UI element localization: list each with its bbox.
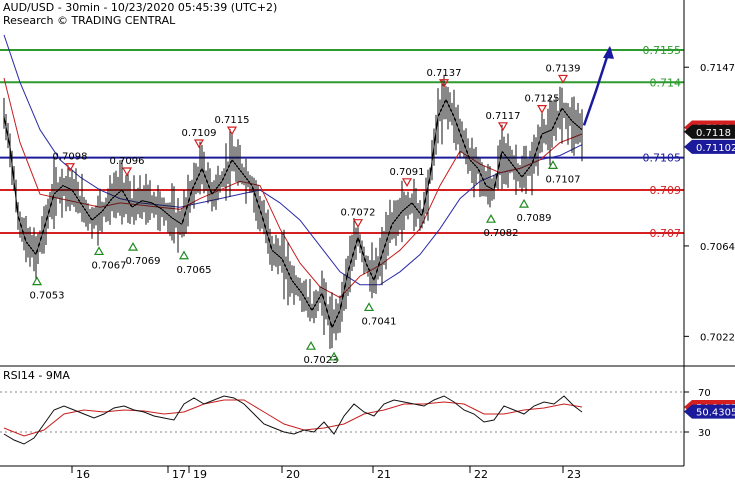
swing-high-label: 0.7115 <box>215 115 250 126</box>
price-tag <box>684 124 735 139</box>
swing-high-label: 0.7098 <box>53 152 88 163</box>
level-label: 0.7105 <box>643 152 682 165</box>
swing-high-label: 0.7125 <box>525 94 560 105</box>
swing-low-label: 0.7082 <box>484 228 519 239</box>
time-tick-label: 20 <box>286 468 300 480</box>
swing-low-label: 0.7053 <box>30 291 65 302</box>
swing-low-marker <box>363 302 375 312</box>
rsi-value-tag-label: 50.4305 <box>696 408 735 419</box>
price-panel: 0.7155 0.714 0.7105 0.709 0.707 0.7098 0.7096… <box>0 0 735 366</box>
level-label: 0.7155 <box>643 44 682 57</box>
swing-high-marker <box>64 163 76 172</box>
price-tick-label: 0.7022 <box>700 332 735 343</box>
swing-high-marker <box>536 104 548 114</box>
projection-line <box>582 47 612 126</box>
swing-high-label: 0.7091 <box>390 167 425 178</box>
time-tick-label: 22 <box>474 468 488 480</box>
swing-low-marker <box>31 276 43 286</box>
swing-low-label: 0.7023 <box>304 355 339 366</box>
fast-moving-average <box>3 77 583 299</box>
time-axis: 16 17 19 20 21 22 23 <box>71 466 581 480</box>
swing-low-label: 0.7089 <box>517 213 552 224</box>
swing-high-marker <box>193 139 205 149</box>
swing-low-marker <box>485 213 497 223</box>
swing-low-marker <box>518 198 530 208</box>
swing-high-marker <box>438 79 450 88</box>
swing-high-label: 0.7139 <box>546 63 581 74</box>
rsi-moving-average <box>3 399 583 437</box>
swing-low-label: 0.7069 <box>126 256 161 267</box>
rsi-value-tag <box>684 404 735 419</box>
swing-low-marker <box>305 340 317 350</box>
swing-low-marker <box>328 351 340 361</box>
swing-low-marker <box>547 160 559 169</box>
price-line <box>3 98 583 330</box>
price-tag-label: 0.7118 <box>696 128 731 139</box>
projection-arrow <box>582 45 614 126</box>
time-tick-label: 17 <box>172 468 186 480</box>
rsi-axis: 703054.945750.4305 <box>684 388 735 439</box>
swing-high-label: 0.7072 <box>341 208 376 219</box>
level-label: 0.707 <box>650 227 682 240</box>
swing-low-marker <box>178 250 190 260</box>
rsi-title: RSI14 - 9MA <box>3 369 70 382</box>
time-tick-label: 16 <box>76 468 90 480</box>
price-tick-label: 0.7147 <box>700 63 735 74</box>
time-tick-label: 19 <box>193 468 207 480</box>
swing-high-label: 0.7117 <box>486 111 521 122</box>
price-tick-label: 0.7064 <box>700 242 735 253</box>
swing-low-marker <box>93 246 105 256</box>
time-tick-label: 23 <box>567 468 581 480</box>
rsi-line <box>3 395 583 445</box>
level-label: 0.709 <box>650 184 682 197</box>
swing-low-label: 0.7041 <box>362 316 397 327</box>
swing-low-label: 0.7065 <box>177 265 212 276</box>
swing-high-marker <box>401 178 413 187</box>
swing-low-label: 0.7107 <box>546 174 581 185</box>
swing-high-label: 0.7109 <box>182 128 217 139</box>
projection-arrowhead <box>603 45 614 59</box>
chart-subtitle: Research © TRADING CENTRAL <box>3 14 176 27</box>
swing-high-marker <box>497 122 509 132</box>
swing-high-marker <box>557 74 569 84</box>
rsi-levels <box>0 391 684 433</box>
price-series <box>3 74 583 349</box>
rsi-series <box>3 395 583 445</box>
swing-markers: 0.7098 0.7096 0.7109 0.7115 0.7072 0.7091 0.71… <box>30 63 581 366</box>
swing-high-marker <box>352 219 364 228</box>
rsi-tick-label: 70 <box>698 388 711 399</box>
chart-title: AUD/USD - 30min - 10/23/2020 05:45:39 (U… <box>3 1 277 14</box>
swing-high-marker <box>121 167 133 177</box>
level-label: 0.714 <box>650 76 682 89</box>
rsi-panel: RSI14 - 9MA 703054.945750.4305 <box>0 369 735 445</box>
price-tag <box>684 139 735 154</box>
swing-high-marker <box>226 126 238 136</box>
swing-high-label: 0.7137 <box>427 68 462 79</box>
swing-high-label: 0.7096 <box>110 156 145 167</box>
swing-low-marker <box>127 241 139 251</box>
price-tag-label: 0.71102 <box>696 143 735 154</box>
swing-low-label: 0.7067 <box>92 260 127 271</box>
time-tick-label: 21 <box>377 468 391 480</box>
rsi-tick-label: 30 <box>698 428 711 439</box>
